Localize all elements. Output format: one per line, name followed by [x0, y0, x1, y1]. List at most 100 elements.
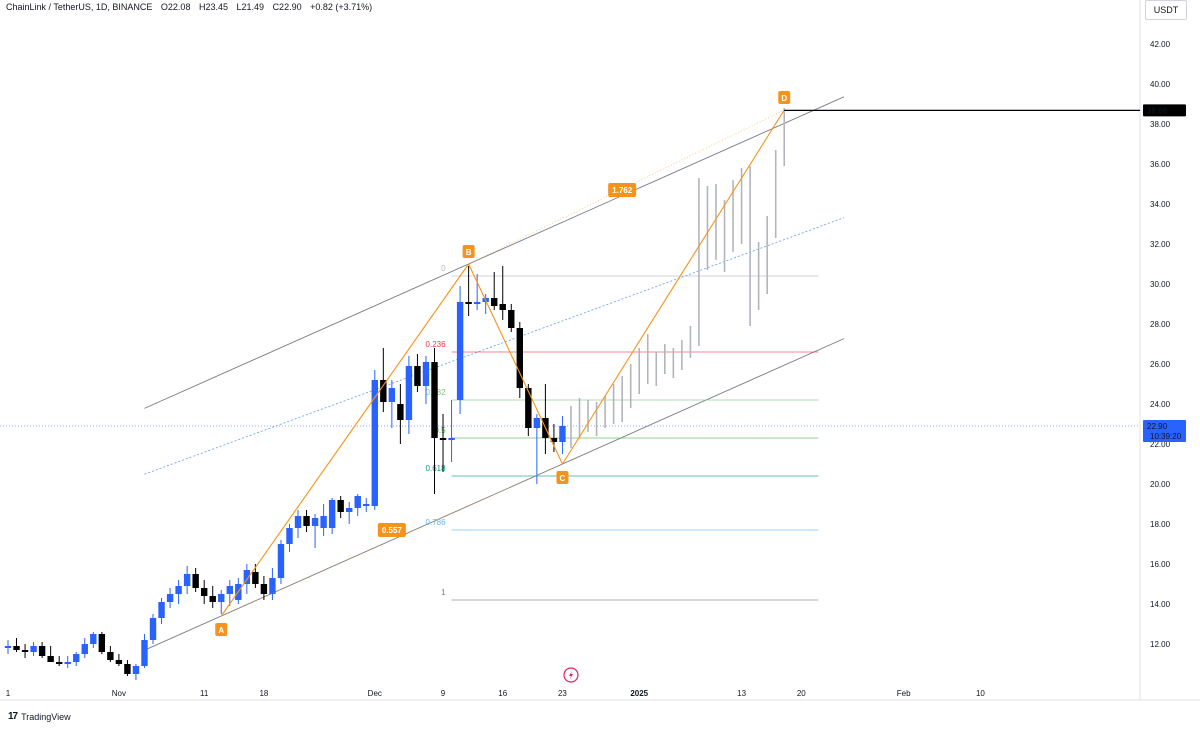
candle-body: [465, 302, 472, 304]
candle-body: [448, 438, 455, 440]
harmonic-leg: [561, 109, 785, 465]
candle-body: [303, 516, 310, 526]
pattern-point-marker: [556, 471, 569, 484]
harmonic-leg: [468, 263, 563, 465]
candle-body: [47, 656, 54, 662]
y-tick-label: 40.00: [1150, 80, 1171, 89]
candle-body: [141, 640, 148, 666]
candle-body: [38, 646, 46, 656]
candle-body: [90, 634, 97, 644]
candle-body: [294, 516, 302, 528]
candle-body: [508, 310, 515, 328]
candle-body: [346, 508, 353, 512]
candle-body: [107, 652, 114, 660]
candle-body: [320, 516, 327, 528]
pattern-point-marker: [215, 623, 228, 636]
x-tick-label: 2025: [630, 689, 648, 698]
price-axis-value: 38.68: [1147, 106, 1168, 115]
candle-body: [30, 646, 37, 652]
channel-upper-line: [144, 96, 845, 409]
candle-body: [491, 298, 498, 306]
low-value: L21.49: [236, 2, 265, 12]
price-axis-marker: [1143, 104, 1186, 117]
y-tick-label: 22.00: [1150, 440, 1171, 449]
candle-body: [166, 594, 174, 602]
ratio-marker: [377, 523, 406, 537]
candle-body: [81, 644, 88, 654]
countdown-label: 10:39:20: [1150, 432, 1182, 441]
y-tick-label: 42.00: [1150, 40, 1171, 49]
pattern-point-label: C: [560, 474, 566, 483]
candle-body: [158, 602, 165, 618]
price-axis-marker: [1143, 420, 1186, 442]
candle-body: [124, 664, 131, 674]
y-tick-label: 14.00: [1150, 600, 1171, 609]
price-axis-value: 22.90: [1147, 422, 1168, 431]
x-tick-label: Feb: [897, 689, 911, 698]
y-tick-label: 12.00: [1150, 640, 1171, 649]
x-tick-label: 20: [797, 689, 806, 698]
y-tick-label: 38.00: [1150, 120, 1171, 129]
fib-level-label: 0.5: [434, 426, 446, 435]
candle-body: [55, 662, 63, 664]
y-tick-label: 20.00: [1150, 480, 1171, 489]
candle-body: [550, 438, 558, 442]
candle-body: [64, 662, 71, 664]
candle-body: [354, 496, 361, 508]
x-tick-label: 9: [441, 689, 446, 698]
candle-body: [183, 574, 191, 586]
candle-body: [363, 504, 370, 506]
candle-body: [311, 518, 319, 526]
y-tick-label: 30.00: [1150, 280, 1171, 289]
candle-body: [473, 302, 481, 304]
x-tick-label: 13: [737, 689, 746, 698]
symbol-label[interactable]: ChainLink / TetherUS, 1D, BINANCE: [6, 2, 153, 12]
currency-button[interactable]: USDT: [1145, 0, 1187, 20]
pattern-point-marker: [778, 91, 791, 104]
x-tick-label: 10: [976, 689, 985, 698]
x-tick-label: 1: [6, 689, 11, 698]
open-value: O22.08: [160, 2, 191, 12]
candle-body: [4, 646, 12, 648]
high-value: H23.45: [198, 2, 228, 12]
candle-body: [115, 660, 123, 664]
candle-body: [243, 570, 251, 584]
candle-body: [192, 574, 199, 588]
x-tick-label: 16: [498, 689, 507, 698]
chart-header: ChainLink / TetherUS, 1D, BINANCE O22.08…: [6, 2, 378, 12]
x-tick-label: 23: [558, 689, 567, 698]
candle-body: [132, 666, 140, 674]
y-tick-label: 16.00: [1150, 560, 1171, 569]
candle-body: [337, 500, 344, 512]
candle-body: [397, 404, 404, 420]
y-tick-label: 34.00: [1150, 200, 1171, 209]
candle-body: [21, 650, 29, 652]
channel-median-line: [144, 217, 845, 475]
candle-body: [73, 654, 80, 662]
candle-body: [422, 362, 430, 386]
x-tick-label: Dec: [368, 689, 382, 698]
fib-level-label: 0.786: [426, 518, 447, 527]
tradingview-logo-icon: 17: [8, 711, 18, 722]
brand: 17 TradingView: [8, 711, 71, 722]
x-tick-label: 18: [259, 689, 268, 698]
candle-body: [414, 366, 421, 386]
y-tick-label: 26.00: [1150, 360, 1171, 369]
pattern-point-marker: [462, 245, 475, 258]
ratio-label: 1.762: [612, 186, 633, 195]
candle-body: [371, 380, 378, 506]
candle-body: [516, 328, 523, 388]
candle-body: [218, 594, 225, 602]
candle-body: [149, 618, 157, 640]
candle-body: [175, 586, 182, 594]
lightning-glyph: [568, 671, 573, 679]
fib-level-label: 0.236: [426, 340, 447, 349]
harmonic-leg: [220, 263, 470, 617]
fib-level-label: 0.618: [426, 464, 447, 473]
candle-body: [252, 572, 259, 584]
fib-level-label: 1: [441, 588, 446, 597]
candle-body: [499, 304, 506, 310]
y-tick-label: 24.00: [1150, 400, 1171, 409]
candle-body: [380, 380, 387, 402]
